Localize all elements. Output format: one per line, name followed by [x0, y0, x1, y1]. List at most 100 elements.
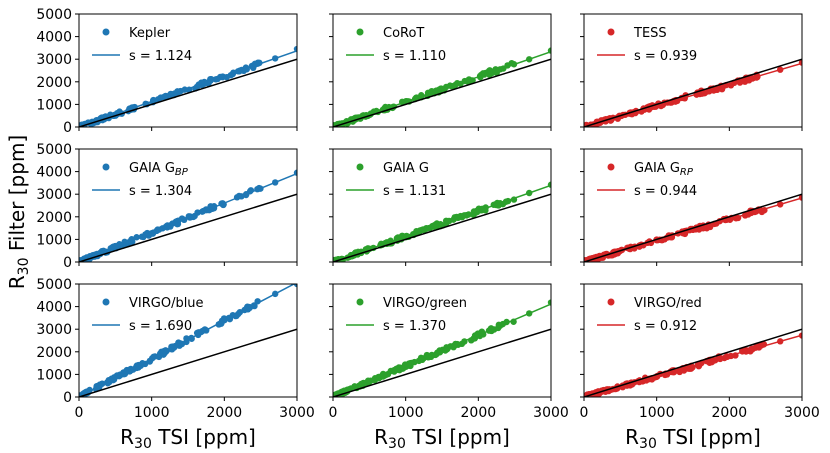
legend-series-name: GAIA GBP: [129, 161, 189, 178]
plot-area: [333, 47, 551, 127]
fit-line: [333, 303, 551, 397]
axis-labels: R30 TSI [ppm] R30 TSI [ppm] R30 TSI [ppm] R…: [5, 135, 761, 452]
x-tick-label: 2000: [461, 405, 497, 421]
reference-line: [584, 58, 802, 127]
x-tick-label: 0: [580, 405, 589, 421]
reference-line: [333, 328, 551, 397]
legend: TESS s = 0.939: [597, 26, 697, 64]
panel-5: GAIA G s = 1.131: [329, 148, 552, 266]
legend: CoRoT s = 1.110: [346, 26, 446, 64]
y-tick-label: 0: [63, 390, 72, 406]
panel-4: 0 1000 2000 3000 4000 5000 GAIA GBP s = 1.304: [36, 142, 298, 271]
plot-area: [584, 58, 802, 127]
legend-marker: [356, 28, 364, 36]
legend-slope-label: s = 0.939: [634, 49, 697, 64]
legend-marker: [102, 28, 110, 36]
panel-3: TESS s = 0.939: [580, 13, 803, 131]
fit-line: [333, 51, 551, 127]
axes-frame: [583, 283, 803, 398]
legend-marker: [102, 298, 110, 306]
legend-marker: [607, 298, 615, 306]
legend-slope-label: s = 1.110: [383, 49, 446, 64]
legend-slope-label: s = 0.944: [634, 184, 697, 199]
y-tick-label: 2000: [36, 345, 72, 361]
legend-series-name: Kepler: [129, 26, 171, 41]
panel-6: GAIA GRP s = 0.944: [580, 148, 803, 266]
axes-frame: [78, 148, 298, 263]
legend-marker: [102, 163, 110, 171]
y-tick-label: 4000: [36, 165, 72, 181]
plot-area: [79, 284, 297, 397]
fit-line: [79, 284, 296, 397]
panel-grid: 0 1000 2000 3000 4000 5000 Kepler s = 1.124 CoRo…: [36, 7, 819, 421]
x-tick-label: 3000: [279, 405, 315, 421]
fit-line: [584, 334, 802, 397]
y-tick-label: 1000: [36, 97, 72, 113]
legend-marker: [356, 163, 364, 171]
legend-marker: [607, 28, 615, 36]
fit-line: [333, 184, 551, 262]
legend-series-name: GAIA GRP: [634, 161, 694, 178]
axes-frame: [332, 148, 552, 263]
y-tick-label: 0: [63, 120, 72, 136]
data-point: [293, 284, 297, 288]
reference-line: [333, 193, 551, 262]
reference-line: [79, 328, 297, 397]
axes-frame: [78, 283, 298, 398]
legend-slope-label: s = 1.304: [129, 184, 192, 199]
legend: GAIA GRP s = 0.944: [597, 161, 697, 199]
legend-slope-label: s = 1.131: [383, 184, 446, 199]
x-tick-label: 2000: [207, 405, 243, 421]
legend: GAIA GBP s = 1.304: [92, 161, 192, 199]
legend-slope-label: s = 1.124: [129, 49, 192, 64]
legend-slope-label: s = 0.912: [634, 319, 697, 334]
plot-area: [584, 193, 802, 262]
y-tick-label: 3000: [36, 187, 72, 203]
x-tick-label: 3000: [784, 405, 820, 421]
plot-area: [584, 328, 802, 397]
x-tick-label: 1000: [388, 405, 424, 421]
legend-series-name: VIRGO/blue: [129, 296, 204, 311]
x-tick-label: 0: [329, 405, 338, 421]
panel-9: 0 1000 2000 3000 VIRGO/red s = 0.912: [580, 283, 820, 421]
legend-subscript: BP: [175, 167, 189, 178]
x-axis-label: R30 TSI [ppm]: [374, 425, 510, 452]
legend-series-name: VIRGO/red: [634, 296, 702, 311]
legend-series-name: TESS: [633, 26, 667, 41]
x-tick-label: 0: [75, 405, 84, 421]
y-tick-label: 1000: [36, 232, 72, 248]
y-tick-label: 5000: [36, 277, 72, 293]
x-tick-label: 1000: [134, 405, 170, 421]
plot-area: [79, 169, 297, 262]
panel-8: 0 1000 2000 3000 VIRGO/green s = 1.370: [329, 283, 569, 421]
reference-line: [79, 58, 297, 127]
y-tick-label: 1000: [36, 367, 72, 383]
legend: VIRGO/blue s = 1.690: [92, 296, 204, 334]
reference-line: [79, 193, 297, 262]
fit-line: [79, 50, 297, 127]
legend: GAIA G s = 1.131: [346, 161, 446, 199]
x-tick-label: 1000: [639, 405, 675, 421]
panel-2: CoRoT s = 1.110: [329, 13, 552, 131]
legend-series-name: CoRoT: [383, 26, 424, 41]
axes-frame: [583, 13, 803, 128]
fit-line: [79, 172, 297, 262]
legend-marker: [607, 163, 615, 171]
legend-slope-label: s = 1.370: [383, 319, 446, 334]
y-tick-label: 4000: [36, 30, 72, 46]
y-tick-label: 3000: [36, 322, 72, 338]
y-tick-label: 5000: [36, 142, 72, 158]
legend-series-name: GAIA G: [383, 161, 429, 176]
legend: VIRGO/red s = 0.912: [597, 296, 702, 334]
y-tick-label: 4000: [36, 300, 72, 316]
y-tick-label: 5000: [36, 7, 72, 23]
y-tick-label: 3000: [36, 52, 72, 68]
axes-frame: [332, 283, 552, 398]
x-axis-label: R30 TSI [ppm]: [120, 425, 256, 452]
axes-frame: [583, 148, 803, 263]
legend: Kepler s = 1.124: [92, 26, 192, 64]
legend-marker: [356, 298, 364, 306]
x-axis-label: R30 TSI [ppm]: [625, 425, 761, 452]
axes-frame: [332, 13, 552, 128]
